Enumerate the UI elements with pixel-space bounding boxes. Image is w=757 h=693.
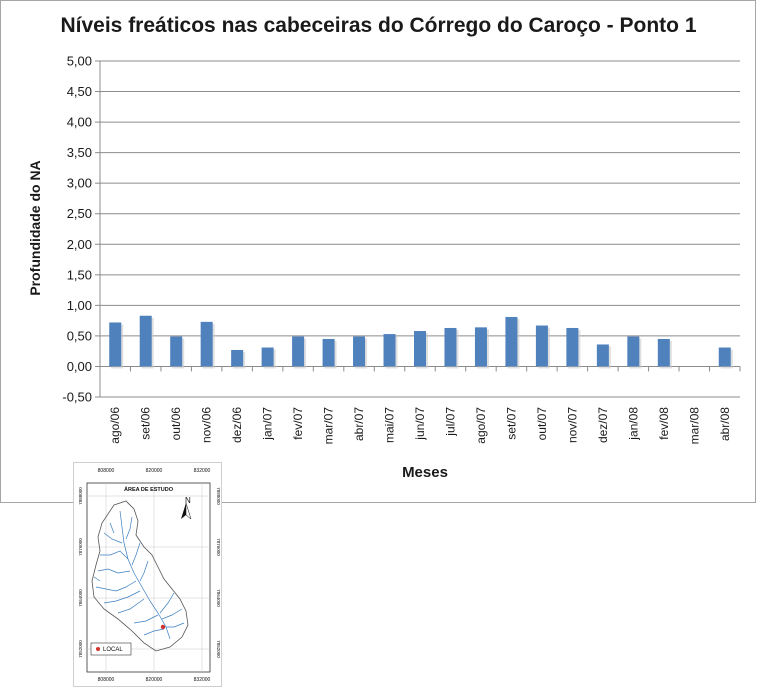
- inset-location-map: N ÁREA DE ESTUDO 808000 820000 832000 80…: [73, 462, 222, 687]
- x-axis-title: Meses: [402, 464, 448, 481]
- bar-chart: -0,50 0,00 0,50 1,00 1,50 2,00 2,50 3,00 3,50 4,0…: [62, 54, 741, 445]
- map-left-tick: 7864000: [78, 589, 83, 607]
- x-tick-label: ago/07: [474, 407, 488, 444]
- bar: [109, 322, 122, 367]
- x-tick-label: dez/06: [230, 407, 244, 443]
- bar: [292, 336, 305, 367]
- map-right-tick: 7876000: [216, 538, 221, 556]
- bar: [627, 336, 640, 367]
- x-tick-label: jun/07: [413, 407, 427, 441]
- bar: [231, 349, 244, 367]
- map-top-tick: 832000: [194, 468, 211, 474]
- bar: [596, 344, 609, 367]
- y-axis-title: Profundidade do NA: [27, 160, 43, 296]
- map-right-tick: 7888000: [216, 487, 221, 505]
- y-tick-label: 3,00: [67, 176, 92, 191]
- map-right-tick: 7852000: [216, 640, 221, 658]
- map-bottom-tick: 832000: [194, 677, 211, 683]
- y-tick-label: 2,00: [67, 237, 92, 252]
- map-title: ÁREA DE ESTUDO: [124, 486, 174, 493]
- stream-network: [93, 510, 185, 640]
- bar: [139, 315, 152, 367]
- legend-point-icon: [96, 647, 100, 651]
- map-left-tick: 7852000: [78, 640, 83, 658]
- map-bottom-tick: 808000: [98, 677, 115, 683]
- x-tick-label: out/07: [535, 407, 549, 441]
- y-tick-label: 1,50: [67, 267, 92, 282]
- y-tick-label: -0,50: [62, 390, 92, 405]
- y-tick-label: 4,00: [67, 115, 92, 130]
- bar: [353, 336, 366, 367]
- bar: [261, 347, 274, 367]
- x-tick-label: mar/08: [687, 407, 701, 445]
- y-tick-label: 4,50: [67, 84, 92, 99]
- y-tick-label: 3,50: [67, 145, 92, 160]
- bar: [444, 327, 457, 367]
- x-tick-label: jan/08: [626, 407, 640, 441]
- bar: [170, 336, 183, 367]
- map-drawing: N ÁREA DE ESTUDO 808000 820000 832000 80…: [78, 468, 221, 683]
- bar: [505, 316, 518, 367]
- y-tick-label: 1,00: [67, 298, 92, 313]
- x-tick-label: out/06: [169, 407, 183, 441]
- bar: [657, 338, 670, 367]
- x-tick-label: dez/07: [596, 407, 610, 443]
- x-tick-label: fev/07: [291, 407, 305, 440]
- x-tick-label: mai/07: [383, 407, 397, 443]
- map-legend-box: [90, 642, 132, 656]
- map-legend-label: LOCAL: [103, 647, 123, 653]
- bar: [383, 334, 396, 367]
- chart-title: Níveis freáticos nas cabeceiras do Córre…: [60, 14, 697, 37]
- bar: [200, 321, 213, 367]
- map-top-tick: 820000: [146, 468, 163, 474]
- basin-outline: [91, 500, 189, 652]
- bar: [322, 338, 335, 367]
- x-tick-label: ago/06: [108, 407, 122, 444]
- x-tick-label: jul/07: [443, 407, 457, 437]
- bar: [566, 327, 579, 367]
- study-point-marker: [160, 624, 166, 630]
- x-tick-label: nov/07: [565, 407, 579, 443]
- x-tick-label: fev/08: [657, 407, 671, 440]
- bar: [474, 327, 487, 367]
- north-arrow-icon: [181, 502, 192, 520]
- chart-frame: [0, 0, 756, 503]
- x-tick-label: jan/07: [261, 407, 275, 441]
- x-tick-label: nov/06: [200, 407, 214, 443]
- map-right-tick: 7864000: [216, 589, 221, 607]
- map-left-tick: 7888000: [78, 487, 83, 505]
- bar: [535, 325, 548, 367]
- y-tick-label: 2,50: [67, 206, 92, 221]
- x-tick-label: abr/07: [352, 407, 366, 441]
- x-tick-label: mar/07: [322, 407, 336, 445]
- y-tick-label: 0,00: [67, 359, 92, 374]
- map-bottom-tick: 820000: [146, 677, 163, 683]
- y-tick-label: 5,00: [67, 54, 92, 69]
- map-left-tick: 7876000: [78, 538, 83, 556]
- bar: [414, 331, 426, 367]
- x-tick-label: set/06: [139, 407, 153, 440]
- north-label: N: [185, 496, 191, 505]
- y-tick-label: 0,50: [67, 328, 92, 343]
- bar: [718, 347, 731, 367]
- map-top-tick: 808000: [98, 468, 115, 474]
- x-tick-label: set/07: [504, 407, 518, 440]
- x-tick-label: abr/08: [718, 407, 732, 441]
